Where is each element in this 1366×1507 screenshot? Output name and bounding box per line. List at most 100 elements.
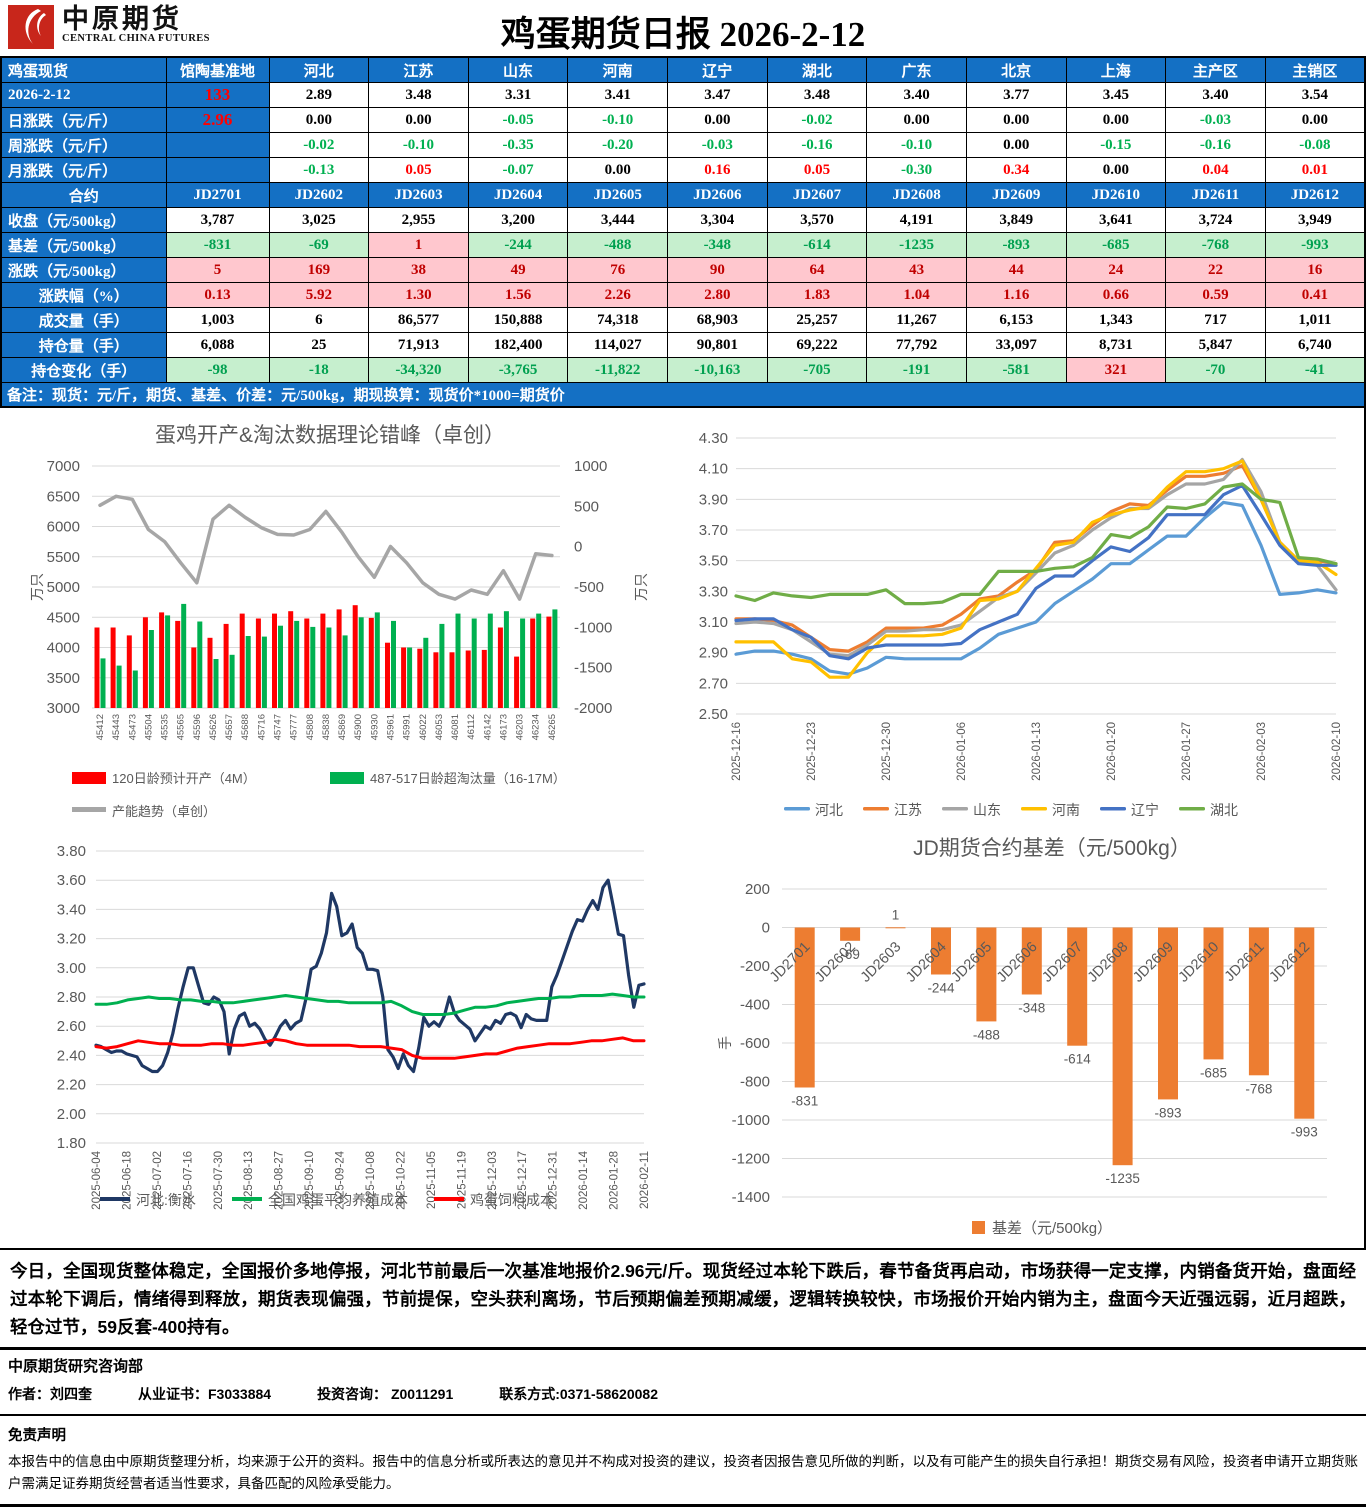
basis-bar-JD2612 xyxy=(1294,927,1315,1119)
table-cell: 3.31 xyxy=(467,82,569,108)
svg-text:120日龄预计开产（4M）: 120日龄预计开产（4M） xyxy=(112,771,256,786)
svg-text:45808: 45808 xyxy=(305,714,316,740)
svg-text:2025-10-08: 2025-10-08 xyxy=(365,1151,377,1210)
table-row: 2026-2-12 133 2.89 3.48 3.31 3.41 3.47 3.48 3.40… xyxy=(0,82,1366,108)
svg-text:45838: 45838 xyxy=(321,714,332,740)
table-cell: JD2608 xyxy=(866,182,967,208)
svg-text:46265: 46265 xyxy=(547,714,558,740)
table-cell: 0.00 xyxy=(1264,107,1366,133)
capacity-chart-svg: 蛋鸡开产&淘汰数据理论错峰（卓创）30003500400045005000550… xyxy=(29,424,649,819)
svg-text:45412: 45412 xyxy=(95,714,106,740)
svg-text:2025-06-18: 2025-06-18 xyxy=(121,1151,133,1210)
svg-text:0: 0 xyxy=(762,920,770,937)
svg-text:45991: 45991 xyxy=(402,714,413,740)
row-label: 2026-2-12 xyxy=(0,82,167,108)
svg-text:2025-11-05: 2025-11-05 xyxy=(426,1151,438,1209)
table-cell: 68,903 xyxy=(667,307,768,333)
svg-text:45473: 45473 xyxy=(127,714,138,740)
svg-text:-1235: -1235 xyxy=(1105,1171,1140,1186)
svg-text:辽宁: 辽宁 xyxy=(1131,802,1159,818)
svg-text:-1000: -1000 xyxy=(732,1112,770,1129)
svg-text:7000: 7000 xyxy=(47,458,80,475)
table-cell: 0.00 xyxy=(965,132,1067,158)
table-cell: -69 xyxy=(268,232,370,258)
table-cell: 0.41 xyxy=(1264,282,1366,308)
table-cell: 3,025 xyxy=(268,207,370,233)
svg-text:2025-07-16: 2025-07-16 xyxy=(182,1151,194,1210)
cost-chart-svg: 3.80 3.60 3.40 3.20 3.00 2.80 2.60 2.40 2.20 2.00… xyxy=(57,843,651,1210)
column-header: 湖北 xyxy=(766,56,868,83)
svg-text:45688: 45688 xyxy=(240,714,251,740)
svg-text:46022: 46022 xyxy=(418,714,429,740)
row-label: 涨跌幅（%） xyxy=(0,282,167,308)
table-cell: 3.40 xyxy=(1165,82,1266,108)
basis-bar-JD2608 xyxy=(1112,927,1133,1166)
row-label: 涨跌（元/500kg） xyxy=(0,257,167,283)
svg-text:487-517日龄超淘汰量（16-17M）: 487-517日龄超淘汰量（16-17M） xyxy=(370,771,566,786)
table-cell: 1,003 xyxy=(165,307,270,333)
column-header: 鸡蛋现货 xyxy=(0,56,167,83)
svg-text:-200: -200 xyxy=(740,958,770,975)
table-cell: 3,444 xyxy=(567,207,668,233)
table-cell: JD2610 xyxy=(1065,182,1167,208)
series-鸡蛋饲料成本 xyxy=(94,1036,646,1060)
table-cell: 0.04 xyxy=(1165,157,1266,183)
table-cell: 25 xyxy=(268,332,370,358)
table-header-row: 鸡蛋现货 馆陶基准地 河北 江苏 山东 河南 辽宁 湖北 广东 北京 上海 主产区 主销区 xyxy=(0,56,1366,83)
svg-text:-69: -69 xyxy=(840,947,860,962)
table-cell: 25,257 xyxy=(766,307,868,333)
table-cell: -0.08 xyxy=(1264,132,1366,158)
table-cell: 1 xyxy=(368,232,469,258)
svg-text:JD2602: JD2602 xyxy=(812,939,859,986)
table-cell: 0.00 xyxy=(667,107,768,133)
svg-text:2025-12-30: 2025-12-30 xyxy=(881,722,893,781)
svg-text:4.10: 4.10 xyxy=(699,461,728,478)
table-row: 基差（元/500kg） -831 -69 1 -244 -488 -348 -614 -1235… xyxy=(0,232,1366,258)
row-label: 周涨跌（元/斤） xyxy=(0,132,167,158)
chart-cost: 3.80 3.60 3.40 3.20 3.00 2.80 2.60 2.40 2.20 2.00… xyxy=(0,825,672,1248)
table-cell: 5.92 xyxy=(268,282,370,308)
chart-regional-price: 2.50 2.70 2.90 3.10 3.30 3.50 3.70 3.90 4.10 4.30… xyxy=(672,408,1364,825)
basis-bar-JD2606 xyxy=(1021,927,1042,995)
svg-text:-244: -244 xyxy=(927,980,955,995)
table-cell: 8,731 xyxy=(1065,332,1167,358)
table-cell: JD2611 xyxy=(1165,182,1266,208)
table-cell: 0.01 xyxy=(1264,157,1366,183)
report-header: 中原期货 CENTRAL CHINA FUTURES 鸡蛋期货日报 2026-2… xyxy=(0,0,1366,56)
svg-text:江苏: 江苏 xyxy=(894,802,922,818)
basis-bar-JD2610 xyxy=(1203,927,1224,1060)
table-cell: 5,847 xyxy=(1165,332,1266,358)
svg-text:2026-01-20: 2026-01-20 xyxy=(1106,722,1118,781)
row-label: 日涨跌（元/斤） xyxy=(0,107,167,133)
table-cell: -0.35 xyxy=(467,132,569,158)
svg-text:3.20: 3.20 xyxy=(57,931,86,948)
table-cell: 3,949 xyxy=(1264,207,1366,233)
svg-text:1000: 1000 xyxy=(574,458,607,475)
table-row: 周涨跌（元/斤） -0.02 -0.10 -0.35 -0.20 -0.03 -0.16 -0… xyxy=(0,132,1366,158)
disclaimer-title: 免责声明 xyxy=(8,1428,66,1444)
svg-text:5000: 5000 xyxy=(47,579,80,596)
row-label: 成交量（手） xyxy=(0,307,167,333)
table-cell: -0.03 xyxy=(667,132,768,158)
table-cell: 6,088 xyxy=(165,332,270,358)
table-cell: -0.30 xyxy=(866,157,967,183)
table-row: 持仓量（手） 6,088 25 71,913 182,400 114,027 90,801 6… xyxy=(0,332,1366,358)
table-cell: -0.07 xyxy=(467,157,569,183)
table-cell: -0.10 xyxy=(866,132,967,158)
table-cell: 321 xyxy=(1065,357,1167,383)
svg-text:3.60: 3.60 xyxy=(57,872,86,889)
svg-text:46081: 46081 xyxy=(450,714,461,740)
svg-text:山东: 山东 xyxy=(973,802,1001,818)
table-cell: 3,849 xyxy=(965,207,1067,233)
svg-text:-348: -348 xyxy=(1018,1000,1045,1015)
cull-bars xyxy=(100,603,558,709)
column-header: 主销区 xyxy=(1264,56,1366,83)
table-cell: 3.41 xyxy=(567,82,668,108)
basis-bar-JD2603 xyxy=(885,927,906,929)
table-cell: 2,955 xyxy=(368,207,469,233)
report-footer: 中原期货研究咨询部 作者：刘四奎 从业证书：F3033884 投资咨询： Z0011… xyxy=(0,1350,1366,1507)
svg-text:2.70: 2.70 xyxy=(699,675,728,692)
svg-text:2026-01-14: 2026-01-14 xyxy=(578,1150,590,1209)
table-cell: 71,913 xyxy=(368,332,469,358)
svg-text:1: 1 xyxy=(892,907,900,922)
